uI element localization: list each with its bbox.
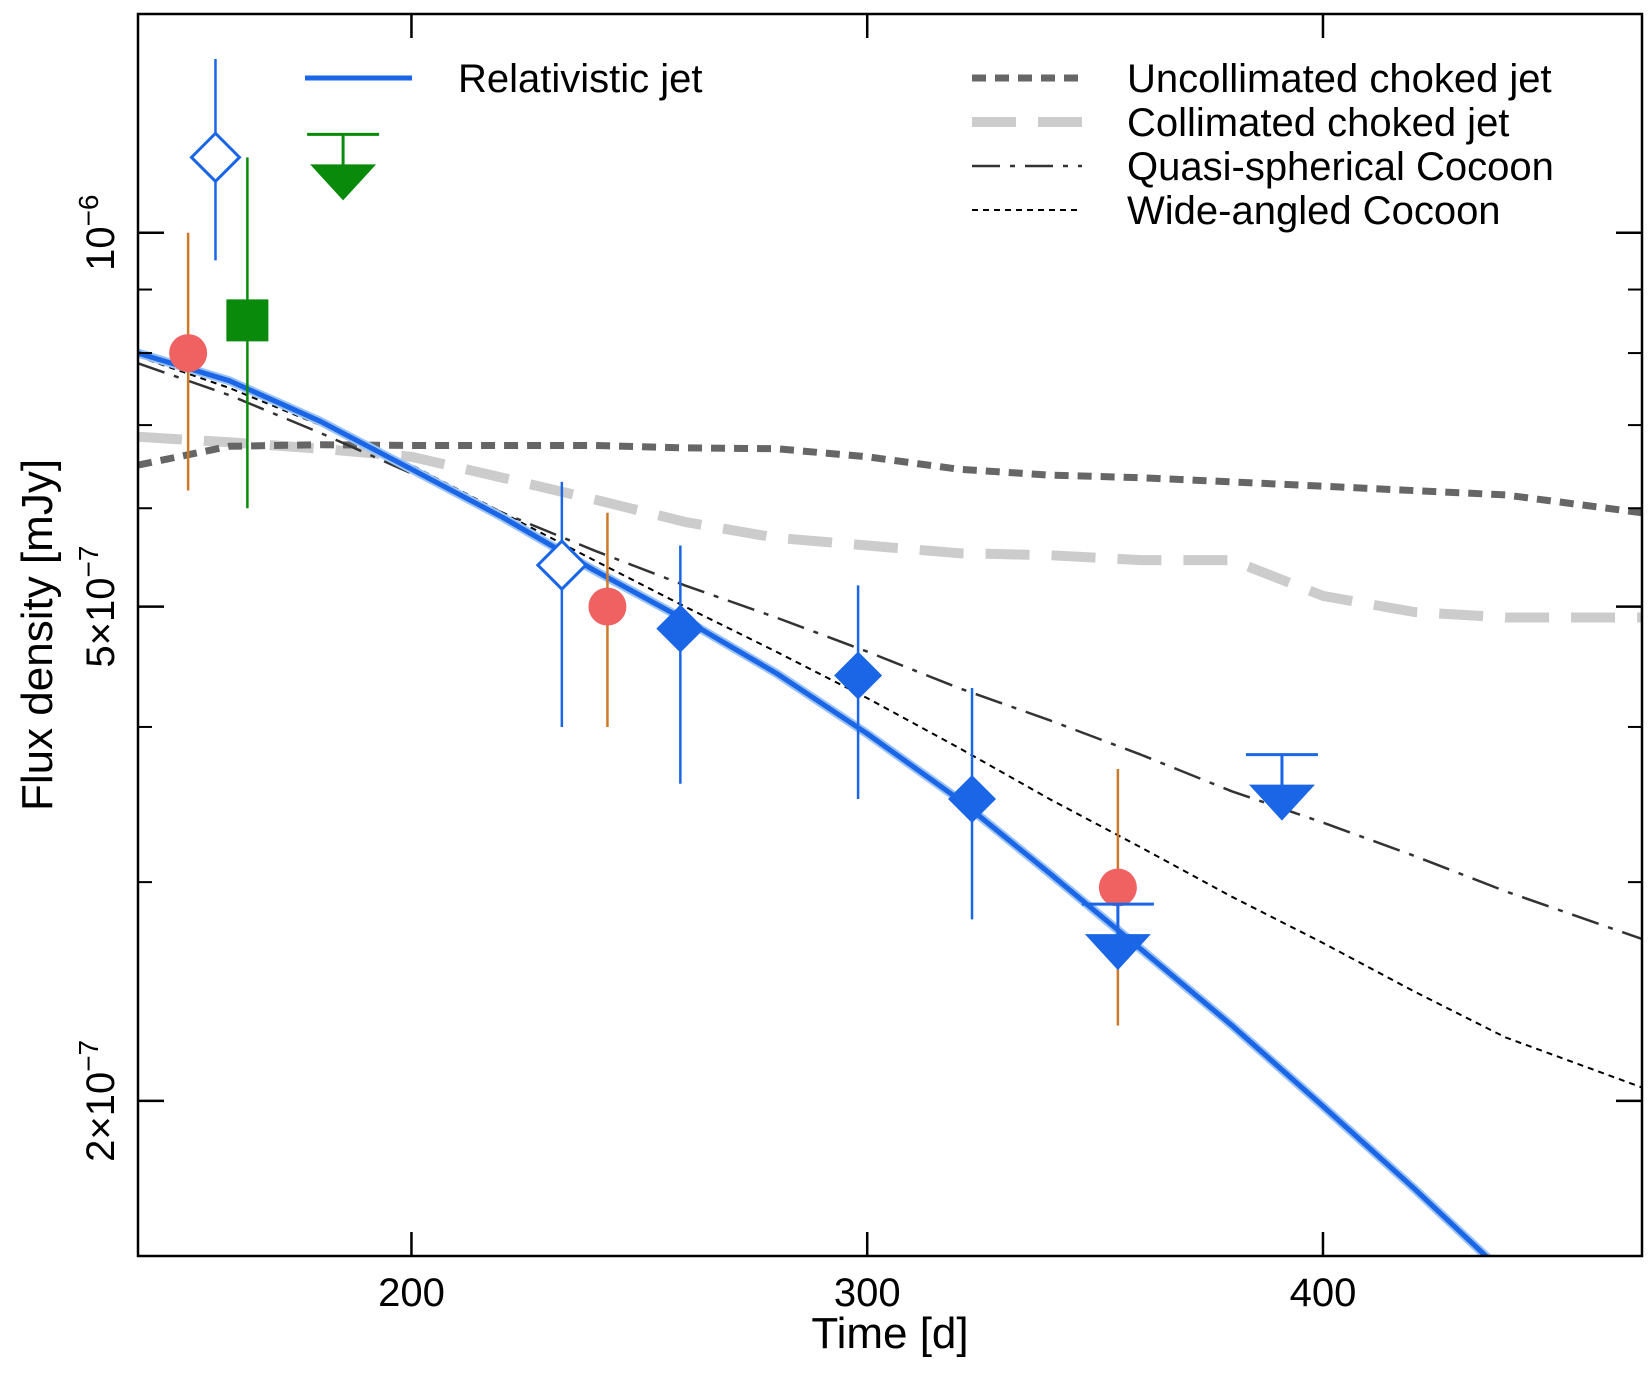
model-curve-quasi-spherical-cocoon [138, 362, 1642, 941]
model-curve-wide-angled-cocoon [138, 355, 1642, 1089]
y-tick-label-exponent: −7 [73, 1040, 104, 1072]
data-point-diamond [656, 604, 705, 653]
data-point-circle [169, 334, 208, 373]
y-tick-label-exponent: −6 [73, 194, 104, 226]
plot-frame-border [136, 12, 1644, 1258]
x-axis-title: Time [d] [811, 1309, 968, 1358]
data-point-diamond [948, 774, 997, 823]
legend-label: Quasi-spherical Cocoon [1127, 145, 1554, 189]
legend-label: Collimated choked jet [1127, 101, 1509, 145]
y-tick-label-base: 2×10 [79, 1072, 123, 1162]
legend-label: Relativistic jet [458, 57, 703, 101]
model-curve-collimated-choked-jet [138, 431, 1642, 623]
y-tick-label: 5×10−7 [73, 546, 123, 668]
y-tick-label-text: 10−6 [73, 194, 123, 270]
upper-limit-arrow [1084, 934, 1151, 971]
data-point-diamond [834, 651, 883, 700]
y-tick-label: 2×10−7 [73, 1040, 123, 1162]
x-tick-label: 300 [834, 1271, 901, 1315]
y-tick-label-exponent: −7 [73, 546, 104, 578]
upper-limit-arrow [1248, 784, 1315, 821]
data-point-circle [1098, 868, 1137, 907]
legend-label: Wide-angled Cocoon [1127, 189, 1501, 233]
data-point-diamond-open [535, 538, 588, 592]
plot-frame [136, 12, 1644, 1258]
model-curves [138, 348, 1642, 1256]
data-point-square [226, 299, 269, 342]
y-tick-label-base: 5×10 [79, 577, 123, 667]
model-curve-relativistic-jet [138, 350, 1490, 1256]
data-points [169, 58, 1318, 1026]
upper-limit-arrow [310, 164, 377, 201]
y-tick-label-text: 5×10−7 [73, 546, 123, 668]
data-point-circle [588, 587, 627, 626]
y-tick-label: 10−6 [73, 194, 123, 270]
y-axis-title: Flux density [mJy] [13, 459, 62, 811]
x-tick-label: 400 [1290, 1271, 1357, 1315]
x-tick-label: 200 [378, 1271, 445, 1315]
y-tick-label-base: 10 [79, 226, 123, 270]
y-tick-label-text: 2×10−7 [73, 1040, 123, 1162]
legend-label: Uncollimated choked jet [1127, 57, 1552, 101]
data-point-diamond-open [189, 131, 242, 184]
legend: Relativistic jet Uncollimated choked jetC… [305, 57, 1554, 233]
